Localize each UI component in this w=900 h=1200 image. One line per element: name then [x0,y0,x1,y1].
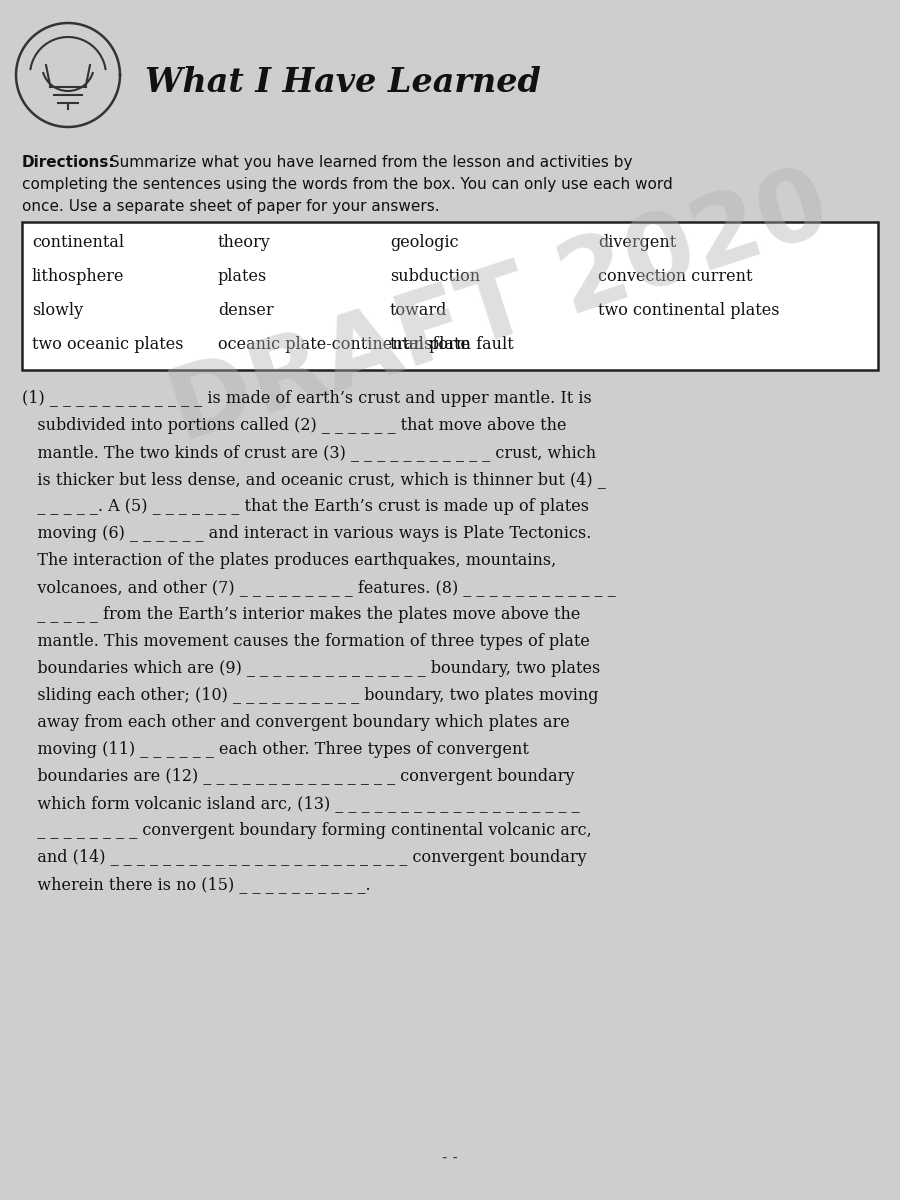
Text: (1) _ _ _ _ _ _ _ _ _ _ _ _ is made of earth’s crust and upper mantle. It is: (1) _ _ _ _ _ _ _ _ _ _ _ _ is made of e… [22,390,592,407]
Text: is thicker but less dense, and oceanic crust, which is thinner but (4) _: is thicker but less dense, and oceanic c… [22,470,606,488]
Text: _ _ _ _ _. A (5) _ _ _ _ _ _ _ that the Earth’s crust is made up of plates: _ _ _ _ _. A (5) _ _ _ _ _ _ _ that the … [22,498,589,515]
Text: _ _ _ _ _ from the Earth’s interior makes the plates move above the: _ _ _ _ _ from the Earth’s interior make… [22,606,580,623]
Text: transform fault: transform fault [390,336,514,353]
Text: boundaries are (12) _ _ _ _ _ _ _ _ _ _ _ _ _ _ _ convergent boundary: boundaries are (12) _ _ _ _ _ _ _ _ _ _ … [22,768,574,785]
Text: moving (6) _ _ _ _ _ _ and interact in various ways is Plate Tectonics.: moving (6) _ _ _ _ _ _ and interact in v… [22,526,591,542]
Text: theory: theory [218,234,271,251]
Text: boundaries which are (9) _ _ _ _ _ _ _ _ _ _ _ _ _ _ boundary, two plates: boundaries which are (9) _ _ _ _ _ _ _ _… [22,660,600,677]
Text: DRAFT 2020: DRAFT 2020 [158,157,842,462]
Text: volcanoes, and other (7) _ _ _ _ _ _ _ _ _ features. (8) _ _ _ _ _ _ _ _ _ _ _ _: volcanoes, and other (7) _ _ _ _ _ _ _ _… [22,578,616,596]
Text: - -: - - [442,1151,458,1165]
Text: away from each other and convergent boundary which plates are: away from each other and convergent boun… [22,714,570,731]
Text: Summarize what you have learned from the lesson and activities by: Summarize what you have learned from the… [105,155,633,170]
Text: geologic: geologic [390,234,459,251]
Text: slowly: slowly [32,302,83,319]
Text: continental: continental [32,234,124,251]
Text: moving (11) _ _ _ _ _ _ each other. Three types of convergent: moving (11) _ _ _ _ _ _ each other. Thre… [22,740,529,758]
Text: and (14) _ _ _ _ _ _ _ _ _ _ _ _ _ _ _ _ _ _ _ _ _ _ _ convergent boundary: and (14) _ _ _ _ _ _ _ _ _ _ _ _ _ _ _ _… [22,850,587,866]
Text: completing the sentences using the words from the box. You can only use each wor: completing the sentences using the words… [22,176,673,192]
Text: The interaction of the plates produces earthquakes, mountains,: The interaction of the plates produces e… [22,552,556,569]
Text: toward: toward [390,302,447,319]
Text: two continental plates: two continental plates [598,302,779,319]
Text: subduction: subduction [390,268,480,284]
Text: once. Use a separate sheet of paper for your answers.: once. Use a separate sheet of paper for … [22,199,439,214]
FancyBboxPatch shape [22,222,878,370]
Text: Directions:: Directions: [22,155,115,170]
Text: sliding each other; (10) _ _ _ _ _ _ _ _ _ _ boundary, two plates moving: sliding each other; (10) _ _ _ _ _ _ _ _… [22,686,598,704]
Text: two oceanic plates: two oceanic plates [32,336,184,353]
Text: subdivided into portions called (2) _ _ _ _ _ _ that move above the: subdivided into portions called (2) _ _ … [22,416,566,434]
Text: mantle. The two kinds of crust are (3) _ _ _ _ _ _ _ _ _ _ _ crust, which: mantle. The two kinds of crust are (3) _… [22,444,596,461]
Text: convection current: convection current [598,268,752,284]
Text: mantle. This movement causes the formation of three types of plate: mantle. This movement causes the formati… [22,634,590,650]
Text: _ _ _ _ _ _ _ _ convergent boundary forming continental volcanic arc,: _ _ _ _ _ _ _ _ convergent boundary form… [22,822,592,839]
Text: oceanic plate-continental plate: oceanic plate-continental plate [218,336,470,353]
Text: What I Have Learned: What I Have Learned [145,66,541,98]
Text: divergent: divergent [598,234,676,251]
Text: lithosphere: lithosphere [32,268,124,284]
Text: wherein there is no (15) _ _ _ _ _ _ _ _ _ _.: wherein there is no (15) _ _ _ _ _ _ _ _… [22,876,371,893]
Text: plates: plates [218,268,267,284]
Text: denser: denser [218,302,274,319]
Text: which form volcanic island arc, (13) _ _ _ _ _ _ _ _ _ _ _ _ _ _ _ _ _ _ _: which form volcanic island arc, (13) _ _… [22,794,580,812]
